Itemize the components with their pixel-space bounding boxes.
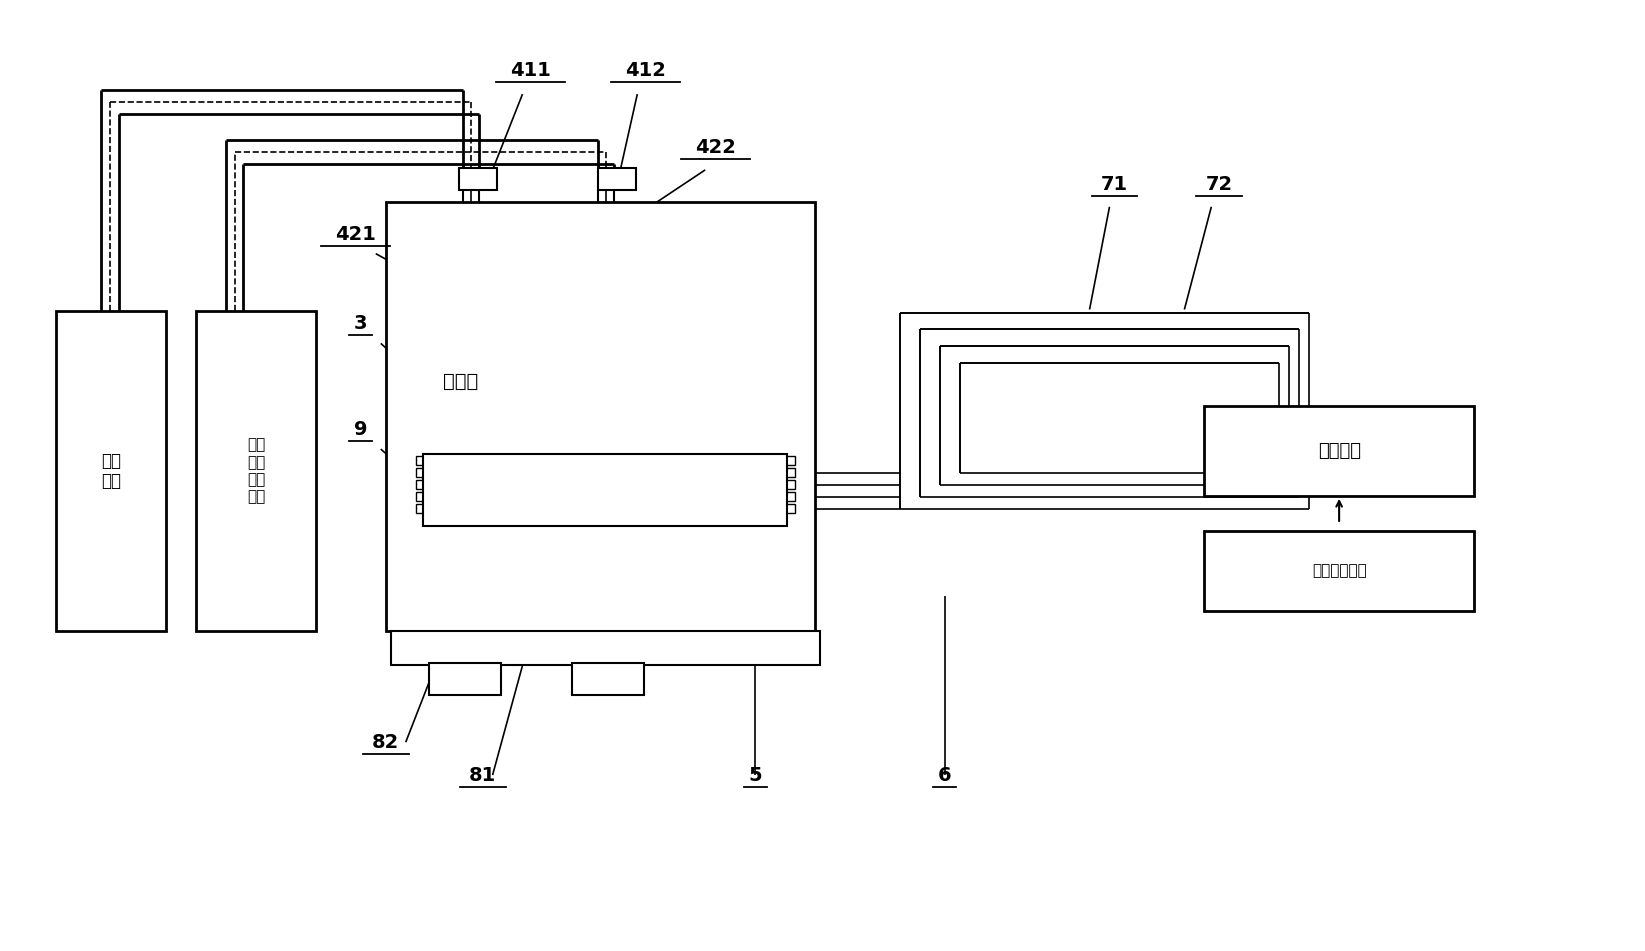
Text: 6: 6	[938, 767, 951, 786]
Bar	[196, 312, 316, 631]
Bar	[416, 492, 795, 501]
Bar	[416, 468, 795, 477]
Text: 412: 412	[625, 61, 666, 80]
Text: 压缩
空气: 压缩 空气	[102, 452, 122, 491]
Text: 自动控制系瑹: 自动控制系瑹	[1311, 563, 1367, 578]
Bar	[459, 168, 497, 190]
Bar	[392, 631, 819, 666]
Text: 82: 82	[372, 733, 400, 752]
Bar	[429, 664, 500, 695]
Bar	[1204, 406, 1474, 495]
Text: 9: 9	[354, 420, 367, 439]
Bar	[416, 456, 795, 465]
Text: 421: 421	[336, 224, 377, 243]
Text: 3: 3	[354, 315, 367, 334]
Bar	[572, 664, 645, 695]
Text: 422: 422	[694, 138, 735, 157]
Bar	[385, 202, 814, 631]
Text: 加热炉: 加热炉	[443, 372, 479, 391]
Bar	[56, 312, 166, 631]
Text: 71: 71	[1101, 175, 1128, 194]
Bar	[1204, 531, 1474, 611]
Text: 5: 5	[748, 767, 762, 786]
Text: 72: 72	[1206, 175, 1232, 194]
Text: 氮气
和氢
氮混
合气: 氮气 和氢 氮混 合气	[247, 437, 265, 505]
Text: 81: 81	[469, 767, 497, 786]
Bar	[599, 168, 637, 190]
Bar	[416, 480, 795, 489]
Bar	[423, 454, 786, 526]
Text: 电子负载: 电子负载	[1318, 442, 1360, 460]
Text: 411: 411	[510, 61, 551, 80]
Bar	[416, 504, 795, 513]
